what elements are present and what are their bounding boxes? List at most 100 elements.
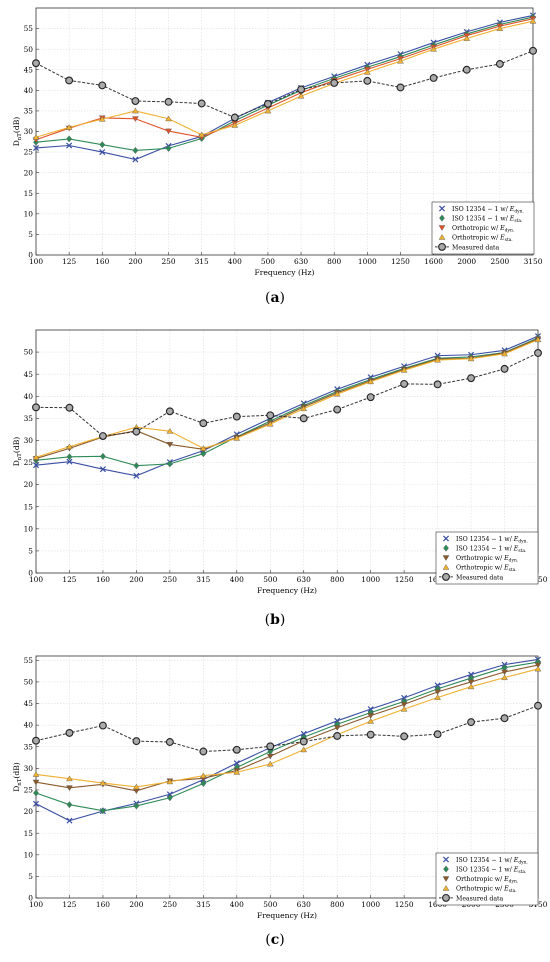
data-point: [132, 427, 141, 436]
series-x: [32, 333, 542, 479]
legend-entry-label: Orthotropic w/ Edyn.: [456, 555, 518, 563]
data-point: [297, 85, 306, 94]
x-tick-label: 1600: [424, 257, 443, 266]
legend-swatch: [442, 564, 450, 570]
data-point: [333, 725, 341, 731]
data-point: [534, 662, 542, 669]
data-point: [367, 713, 375, 719]
y-tick-label: 30: [24, 436, 34, 445]
series-circle: [32, 46, 537, 122]
panel-label-a: (a): [264, 290, 285, 306]
y-tick-label: 55: [24, 24, 34, 33]
data-point: [495, 60, 504, 68]
series-diamond: [33, 13, 536, 154]
data-point: [266, 411, 275, 420]
y-tick-label: 0: [28, 569, 33, 578]
x-tick-label: 500: [261, 257, 275, 266]
data-point: [199, 419, 208, 428]
series-line: [35, 14, 534, 161]
chart-b-svg: 1001251602002503154005006308001000125016…: [12, 329, 548, 595]
legend-entry-label: ISO 12354 − 1 w/ Edyn.: [452, 206, 524, 214]
data-point: [534, 665, 542, 672]
series-line: [35, 668, 539, 788]
data-point: [434, 694, 441, 700]
data-point: [496, 25, 504, 31]
data-point: [433, 730, 442, 739]
legend-swatch: [439, 214, 445, 222]
x-tick-label: 800: [330, 575, 344, 584]
data-point: [165, 407, 174, 416]
x-tick-label: 2500: [490, 257, 509, 266]
y-tick-label: 40: [24, 86, 34, 95]
x-tick-label: 500: [263, 575, 277, 584]
legend-entry-label: ISO 12354 − 1 w/ Esta.: [456, 867, 526, 875]
x-tick-label: 125: [62, 900, 76, 909]
series-line: [35, 20, 534, 138]
data-point: [333, 405, 342, 414]
legend: ISO 12354 − 1 w/ Edyn. ISO 12354 − 1 w/ E…: [435, 531, 539, 585]
data-point: [330, 78, 339, 87]
data-point: [400, 732, 409, 741]
x-tick-label: 125: [62, 575, 76, 584]
data-point: [165, 738, 174, 746]
data-point: [65, 728, 74, 737]
data-point: [199, 772, 207, 779]
x-tick-label: 1250: [395, 900, 414, 909]
data-point: [98, 81, 107, 90]
y-tick-label: 40: [24, 721, 34, 730]
x-tick-label: 3150: [524, 257, 543, 266]
data-point: [297, 92, 305, 99]
y-tick-label: 55: [24, 656, 34, 665]
data-point: [32, 736, 40, 745]
series-triangle-up: [32, 336, 542, 460]
legend-swatch: [442, 893, 450, 902]
data-point: [300, 405, 308, 412]
data-point: [534, 701, 542, 710]
x-tick-label: 1000: [358, 257, 377, 266]
data-point: [266, 742, 275, 751]
data-point: [167, 460, 173, 468]
series-line: [35, 337, 539, 467]
data-point: [367, 718, 375, 724]
data-point: [98, 721, 107, 730]
x-tick-label: 400: [228, 257, 242, 266]
data-point: [467, 355, 475, 362]
data-point: [434, 356, 441, 363]
y-tick-label: 10: [24, 524, 34, 533]
data-point: [66, 458, 73, 465]
series-circle: [32, 701, 542, 756]
data-point: [132, 116, 139, 122]
series-line: [35, 335, 539, 477]
y-tick-label: 50: [24, 45, 34, 54]
legend-entry-label: ISO 12354 − 1 w/ Edyn.: [456, 857, 528, 865]
y-axis-label: DnT(dB): [12, 437, 23, 467]
x-tick-label: 1250: [391, 257, 410, 266]
data-point: [98, 432, 107, 440]
data-point: [32, 800, 40, 807]
x-tick-label: 200: [129, 575, 143, 584]
y-tick-label: 35: [24, 742, 34, 751]
data-point: [132, 146, 139, 154]
x-tick-label: 250: [163, 575, 177, 584]
legend-entry-label: Orthotropic w/ Esta.: [456, 886, 517, 894]
data-point: [462, 65, 471, 74]
x-tick-label: 2000: [457, 257, 476, 266]
y-tick-label: 10: [24, 209, 34, 218]
y-axis-label: DnT(dB): [12, 762, 23, 792]
x-tick-label: 630: [297, 900, 311, 909]
data-point: [99, 141, 106, 149]
legend-swatch: [442, 555, 450, 561]
y-tick-label: 5: [28, 872, 33, 881]
legend-swatch: [442, 876, 450, 882]
y-tick-label: 45: [24, 65, 34, 74]
legend-swatch: [443, 865, 449, 873]
y-tick-label: 20: [24, 168, 34, 177]
data-point: [400, 702, 408, 708]
data-point: [200, 779, 207, 787]
data-point: [367, 378, 375, 385]
data-point: [166, 778, 174, 785]
series-line: [35, 18, 534, 141]
data-point: [132, 156, 139, 163]
legend-swatch: [442, 856, 450, 863]
series-triangle-up: [32, 665, 542, 790]
